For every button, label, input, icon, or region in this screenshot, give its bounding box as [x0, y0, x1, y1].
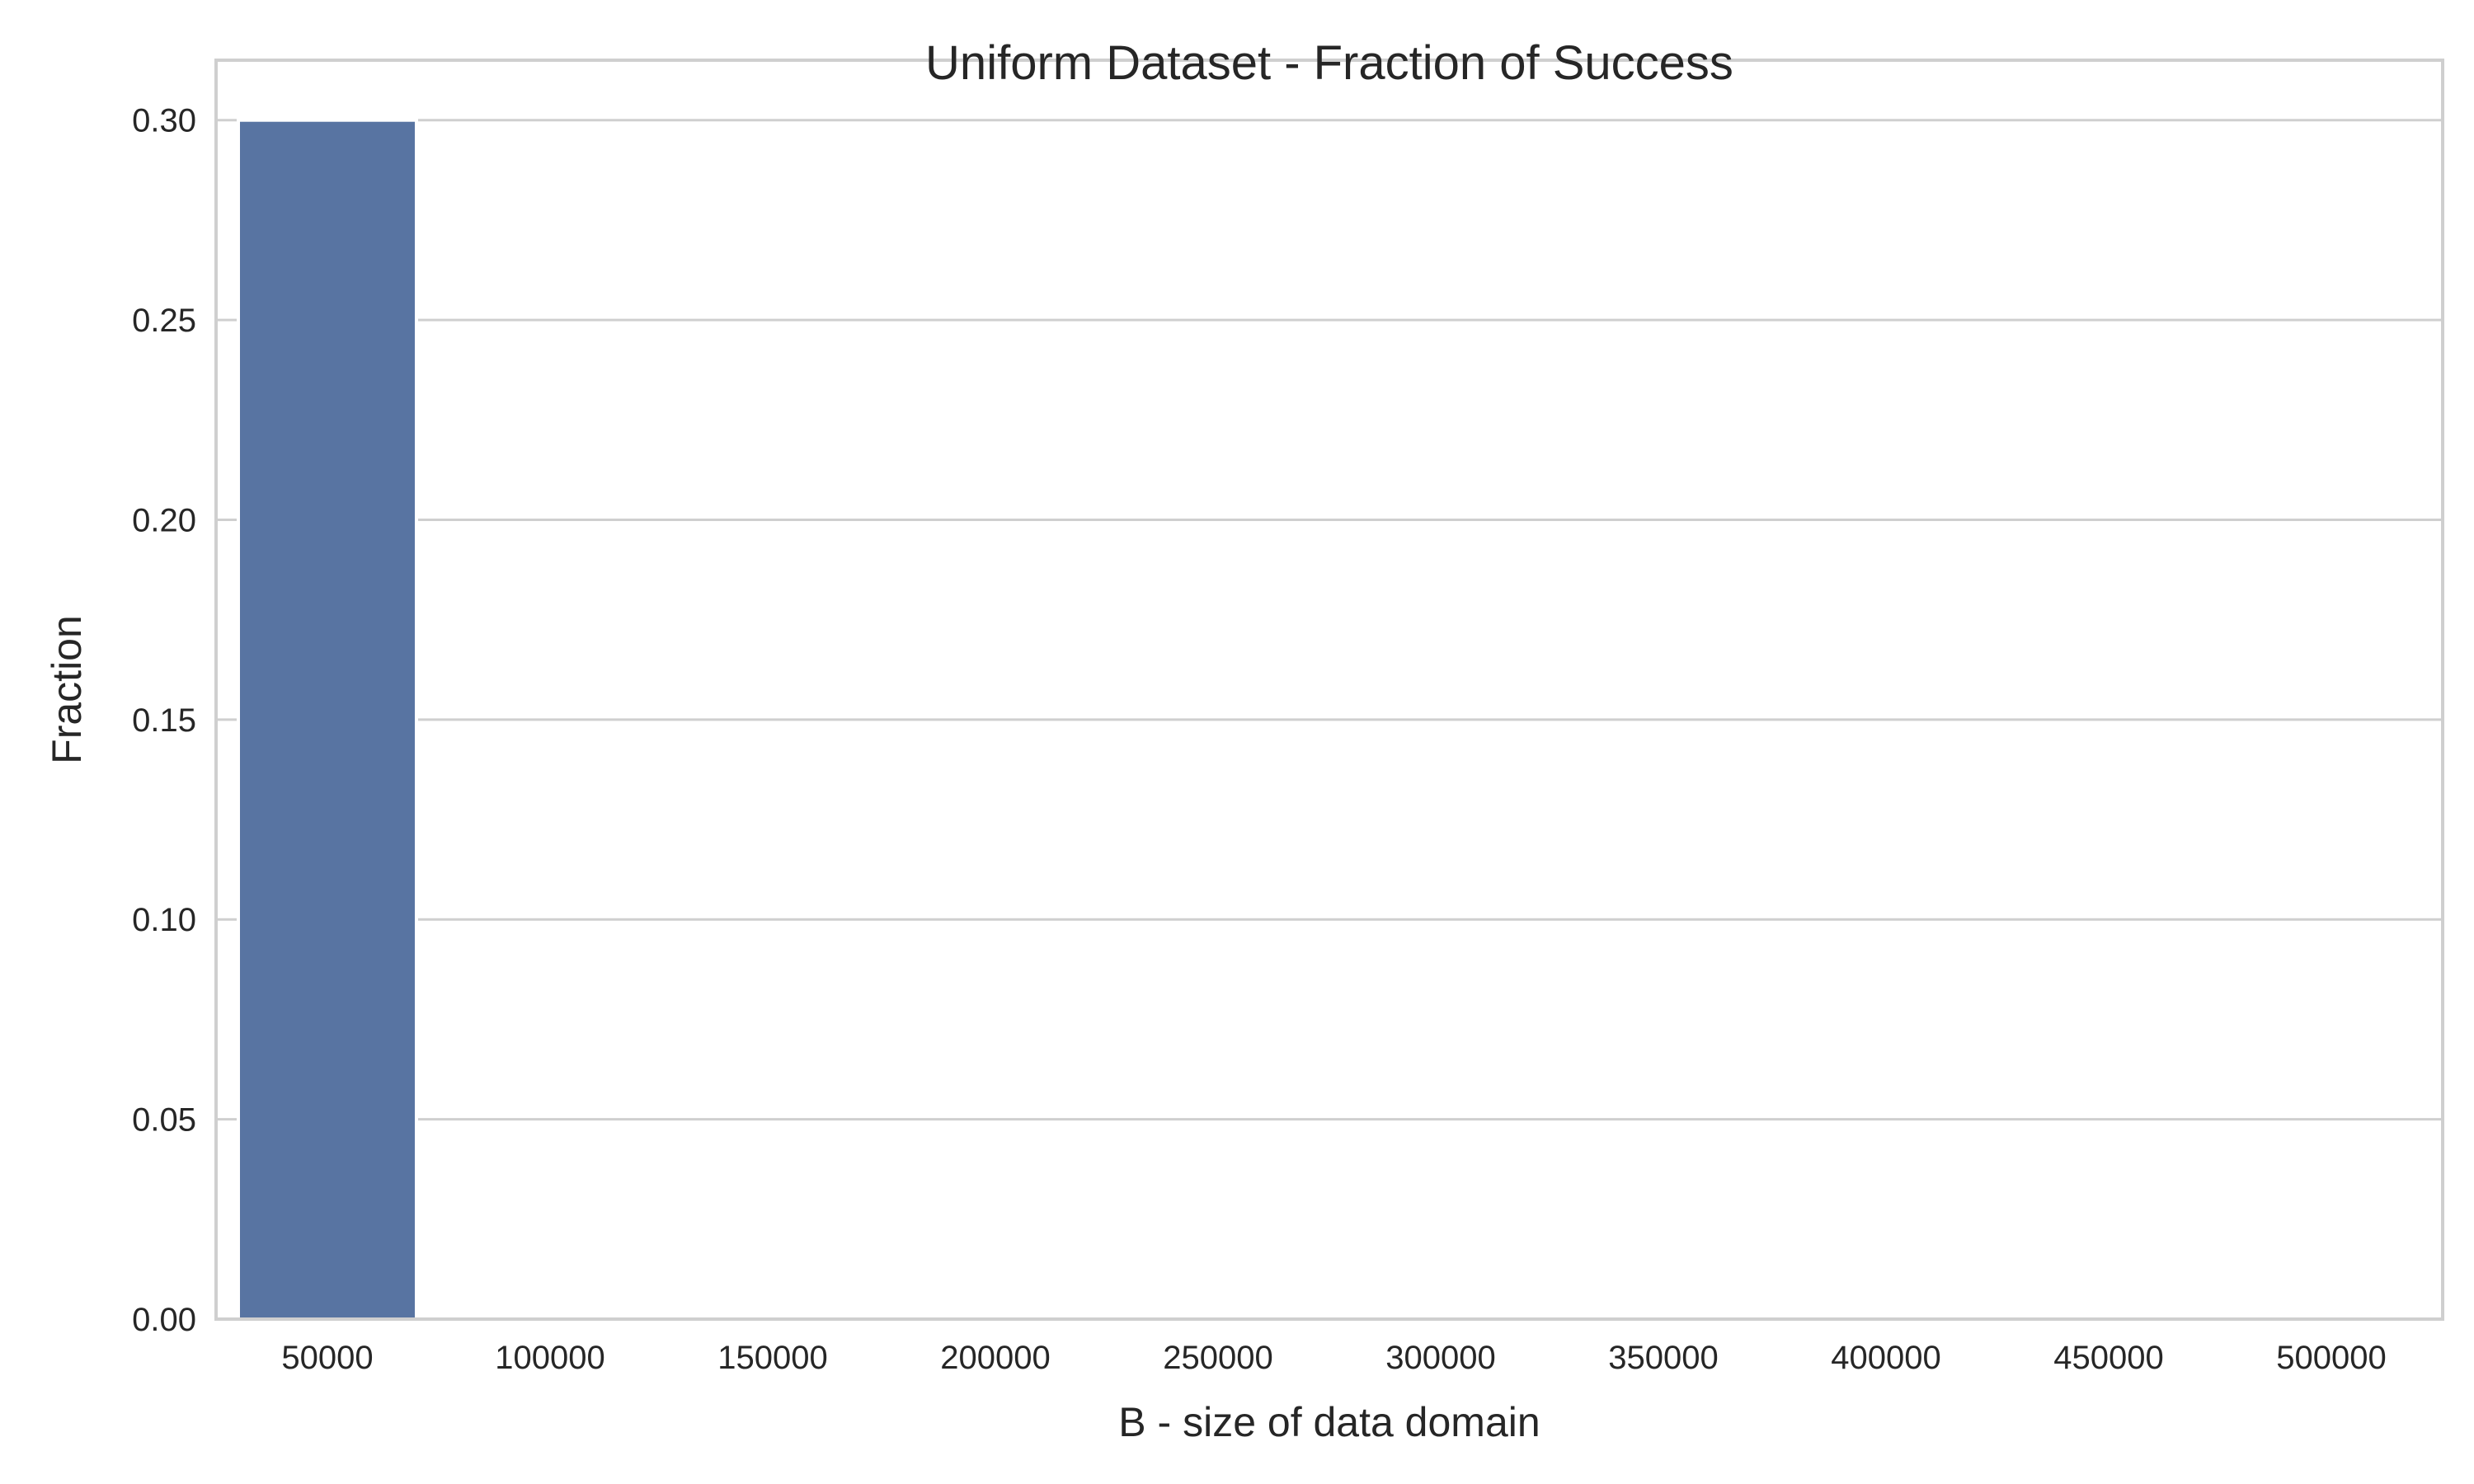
x-axis-label: B - size of data domain	[1118, 1399, 1540, 1445]
y-axis-label: Fraction	[44, 615, 90, 764]
y-tick-label: 0.10	[132, 902, 196, 938]
y-tick-label: 0.20	[132, 502, 196, 538]
y-tick-label: 0.05	[132, 1102, 196, 1139]
x-tick-label: 200000	[940, 1340, 1050, 1376]
x-tick-label: 300000	[1385, 1340, 1495, 1376]
x-tick-label: 500000	[2276, 1340, 2386, 1376]
bar-50000	[237, 118, 418, 1322]
x-tick-label: 50000	[281, 1340, 373, 1376]
y-tick-labels: 0.00 0.05 0.10 0.15 0.20 0.25 0.30	[132, 103, 196, 1338]
bars	[237, 118, 418, 1322]
y-tick-label: 0.00	[132, 1302, 196, 1338]
x-tick-label: 400000	[1831, 1340, 1940, 1376]
y-tick-label: 0.30	[132, 103, 196, 139]
x-tick-label: 350000	[1608, 1340, 1718, 1376]
x-tick-labels: 50000 100000 150000 200000 250000 300000 35000…	[281, 1340, 2386, 1376]
chart-title: Uniform Dataset - Fraction of Success	[925, 36, 1733, 90]
x-tick-label: 250000	[1163, 1340, 1272, 1376]
x-tick-label: 450000	[2053, 1340, 2163, 1376]
y-tick-label: 0.15	[132, 702, 196, 739]
plot-frame	[214, 59, 2444, 1321]
x-tick-label: 150000	[717, 1340, 827, 1376]
y-tick-label: 0.25	[132, 303, 196, 339]
x-tick-label: 100000	[495, 1340, 604, 1376]
